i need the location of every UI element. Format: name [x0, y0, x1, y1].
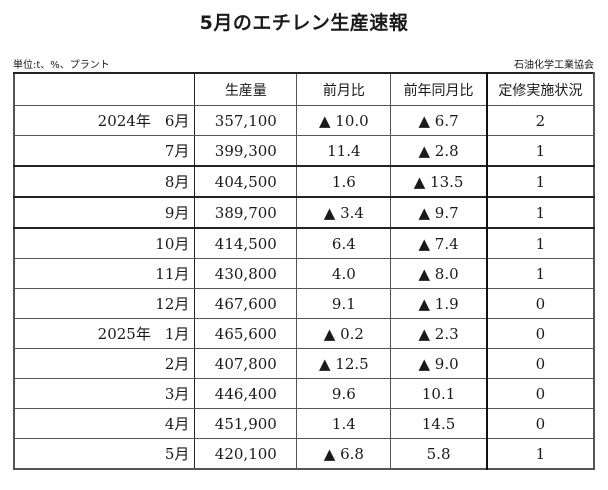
month-label: 5月: [164, 445, 190, 463]
production-cell: 404,500: [194, 165, 298, 198]
yoy-cell: ▲ 8.0: [390, 258, 488, 289]
maintenance-cell: 1: [486, 135, 595, 167]
table-row: 8月 404,500 1.6 ▲ 13.5 1: [13, 165, 595, 198]
month-label: 11月: [155, 265, 190, 283]
month-label: 12月: [155, 295, 190, 313]
header-month-over-month: 前月比: [296, 72, 392, 106]
mom-cell: 11.4: [296, 135, 392, 167]
production-cell: 399,300: [194, 135, 298, 167]
mom-cell: ▲ 12.5: [296, 348, 392, 379]
page-title: 5月のエチレン生産速報: [199, 12, 409, 34]
ethylene-production-table: 生産量 前月比 前年同月比 定修実施状況 2024年 6月 357,100 ▲ 10.…: [13, 72, 595, 470]
yoy-cell: 5.8: [390, 438, 488, 470]
table-row: 2月 407,800 ▲ 12.5 ▲ 9.0 0: [13, 348, 595, 379]
month-label: 8月: [164, 173, 190, 191]
mom-cell: 9.6: [296, 378, 392, 409]
header-year-over-year: 前年同月比: [390, 72, 488, 106]
month-label: 2月: [164, 355, 190, 373]
period-cell: 5月: [13, 438, 196, 470]
header-row: 生産量 前月比 前年同月比 定修実施状況: [13, 72, 595, 106]
production-cell: 407,800: [194, 348, 298, 379]
yoy-cell: ▲ 9.7: [390, 196, 488, 229]
period-cell: 2月: [13, 348, 196, 379]
yoy-cell: 10.1: [390, 378, 488, 409]
month-label: 7月: [164, 142, 190, 160]
mom-cell: 1.6: [296, 165, 392, 198]
production-cell: 467,600: [194, 288, 298, 319]
year-label: 2024年: [97, 112, 151, 130]
table-row: 2025年 1月 465,600 ▲ 0.2 ▲ 2.3 0: [13, 318, 595, 349]
mom-cell: 6.4: [296, 227, 392, 259]
month-label: 10月: [155, 235, 190, 253]
year-label: 2025年: [97, 325, 151, 343]
yoy-cell: ▲ 6.7: [390, 105, 488, 136]
mom-cell: 4.0: [296, 258, 392, 289]
period-cell: 10月: [13, 227, 196, 259]
month-label: 6月: [164, 112, 190, 130]
maintenance-cell: 0: [486, 378, 595, 409]
period-cell: 2024年 6月: [13, 105, 196, 136]
period-cell: 12月: [13, 288, 196, 319]
yoy-cell: ▲ 9.0: [390, 348, 488, 379]
production-cell: 446,400: [194, 378, 298, 409]
month-label: 9月: [164, 204, 190, 222]
table-row: 4月 451,900 1.4 14.5 0: [13, 408, 595, 439]
maintenance-cell: 2: [486, 105, 595, 136]
table-row: 9月 389,700 ▲ 3.4 ▲ 9.7 1: [13, 196, 595, 229]
table-row: 7月 399,300 11.4 ▲ 2.8 1: [13, 135, 595, 167]
header-production: 生産量: [194, 72, 298, 106]
table-row: 11月 430,800 4.0 ▲ 8.0 1: [13, 258, 595, 289]
period-cell: 7月: [13, 135, 196, 167]
maintenance-cell: 1: [486, 196, 595, 229]
maintenance-cell: 1: [486, 165, 595, 198]
mom-cell: ▲ 10.0: [296, 105, 392, 136]
production-cell: 389,700: [194, 196, 298, 229]
mom-cell: ▲ 3.4: [296, 196, 392, 229]
table-row: 10月 414,500 6.4 ▲ 7.4 1: [13, 227, 595, 259]
period-cell: 11月: [13, 258, 196, 289]
yoy-cell: ▲ 2.8: [390, 135, 488, 167]
mom-cell: ▲ 0.2: [296, 318, 392, 349]
header-period: [13, 72, 196, 106]
period-cell: 2025年 1月: [13, 318, 196, 349]
period-cell: 9月: [13, 196, 196, 229]
period-cell: 4月: [13, 408, 196, 439]
yoy-cell: ▲ 2.3: [390, 318, 488, 349]
period-cell: 3月: [13, 378, 196, 409]
maintenance-cell: 0: [486, 408, 595, 439]
production-cell: 357,100: [194, 105, 298, 136]
table-row: 12月 467,600 9.1 ▲ 1.9 0: [13, 288, 595, 319]
source-label: 石油化学工業協会: [514, 60, 594, 71]
mom-cell: 1.4: [296, 408, 392, 439]
table-row: 2024年 6月 357,100 ▲ 10.0 ▲ 6.7 2: [13, 105, 595, 136]
maintenance-cell: 1: [486, 258, 595, 289]
yoy-cell: ▲ 7.4: [390, 227, 488, 259]
mom-cell: 9.1: [296, 288, 392, 319]
month-label: 3月: [164, 385, 190, 403]
month-label: 1月: [164, 325, 190, 343]
yoy-cell: 14.5: [390, 408, 488, 439]
table-row: 5月 420,100 ▲ 6.8 5.8 1: [13, 438, 595, 470]
yoy-cell: ▲ 1.9: [390, 288, 488, 319]
unit-label: 単位:t、%、プラント: [13, 60, 110, 71]
production-cell: 430,800: [194, 258, 298, 289]
maintenance-cell: 1: [486, 227, 595, 259]
month-label: 4月: [164, 415, 190, 433]
production-cell: 420,100: [194, 438, 298, 470]
production-cell: 414,500: [194, 227, 298, 259]
maintenance-cell: 0: [486, 318, 595, 349]
maintenance-cell: 0: [486, 288, 595, 319]
production-cell: 465,600: [194, 318, 298, 349]
maintenance-cell: 1: [486, 438, 595, 470]
production-cell: 451,900: [194, 408, 298, 439]
mom-cell: ▲ 6.8: [296, 438, 392, 470]
yoy-cell: ▲ 13.5: [390, 165, 488, 198]
maintenance-cell: 0: [486, 348, 595, 379]
period-cell: 8月: [13, 165, 196, 198]
table-row: 3月 446,400 9.6 10.1 0: [13, 378, 595, 409]
header-maintenance-status: 定修実施状況: [486, 72, 595, 106]
